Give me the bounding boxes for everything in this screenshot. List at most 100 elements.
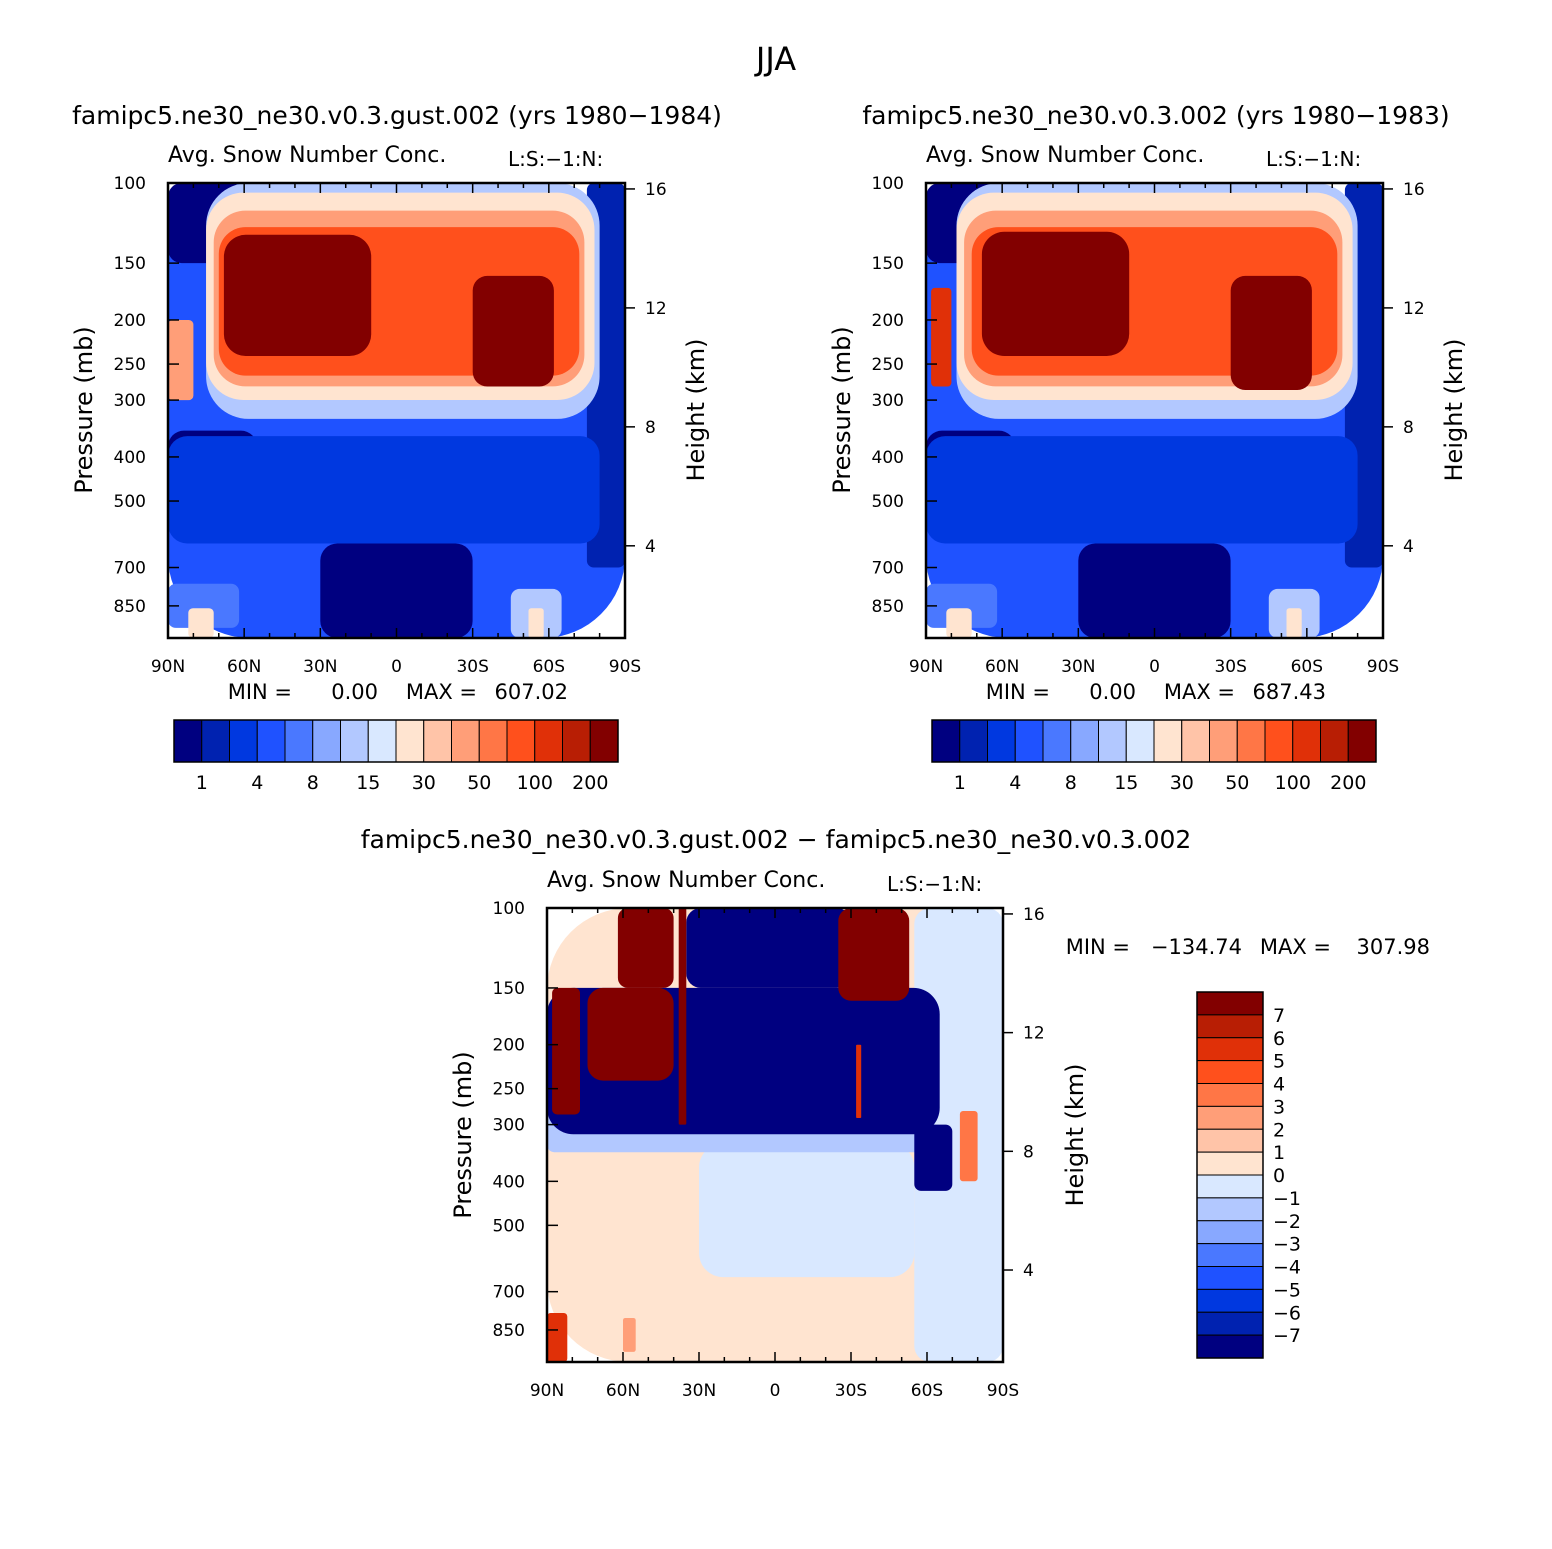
y-tick-label: 200	[872, 311, 904, 331]
colorbar-label: 0	[1273, 1165, 1285, 1187]
colorbar-box	[201, 719, 230, 763]
y-tick-label: 500	[872, 492, 904, 512]
panel-diff-ylabel: Pressure (mb)	[449, 1051, 477, 1218]
x-tick-label: 60N	[227, 657, 261, 677]
panel-right-colorbar: 1 4 8 15 30 50 100 200	[931, 719, 1377, 794]
y2-tick-label: 4	[1403, 537, 1414, 557]
colorbar-box	[1196, 991, 1264, 1016]
contour-region	[699, 1143, 915, 1278]
colorbar-box	[1098, 719, 1127, 763]
colorbar-box	[506, 719, 536, 763]
colorbar-box	[1264, 719, 1294, 763]
colorbar-box	[284, 719, 314, 763]
y-tick-label: 100	[872, 174, 904, 194]
panel-left-colorbar: 1 4 8 15 30 50 100 200	[173, 719, 619, 794]
x-tick-label: 60N	[606, 1381, 640, 1401]
colorbar-box	[1153, 719, 1183, 763]
colorbar-label: −1	[1273, 1188, 1301, 1210]
contour-region	[856, 1044, 862, 1118]
y-tick-label: 500	[493, 1216, 525, 1236]
x-tick-label: 30S	[835, 1381, 867, 1401]
x-tick-label: 30N	[1061, 657, 1095, 677]
colorbar-box	[1347, 719, 1377, 763]
contour-region	[838, 908, 910, 1001]
colorbar-label: 7	[1273, 1005, 1285, 1027]
panel-left-min-value: 0.00	[331, 680, 378, 704]
contour-region	[547, 1313, 568, 1362]
contour-region	[926, 583, 998, 628]
panel-diff-right-string: L:S:−1:N:	[887, 872, 982, 896]
panel-left-max-label: MAX =	[406, 680, 477, 704]
colorbar-frame	[1196, 991, 1264, 1359]
contour-region	[1230, 275, 1312, 390]
colorbar-label: 50	[1225, 772, 1249, 794]
contour-region	[678, 908, 687, 1125]
colorbar-box	[1196, 1266, 1264, 1290]
x-tick-label: 30S	[456, 657, 488, 677]
y2-tick-label: 8	[1023, 1142, 1034, 1162]
colorbar-label: 1	[196, 772, 208, 794]
colorbar-box	[1196, 1128, 1264, 1153]
y-tick-label: 400	[872, 448, 904, 468]
contour-region	[946, 608, 972, 638]
y-tick-label: 200	[114, 311, 146, 331]
colorbar-box	[256, 719, 286, 763]
contour-region	[931, 287, 952, 387]
colorbar-label: 4	[1273, 1074, 1285, 1096]
x-tick-label: 30N	[682, 1381, 716, 1401]
panel-right-min-value: 0.00	[1089, 680, 1136, 704]
panel-left-y2label: Height (km)	[682, 339, 710, 482]
y2-tick-label: 8	[1403, 418, 1414, 438]
colorbar-box	[451, 719, 480, 763]
colorbar-box	[1292, 719, 1321, 763]
y2-tick-label: 16	[1403, 180, 1425, 200]
colorbar-box	[589, 719, 619, 763]
colorbar-frame	[173, 719, 619, 763]
y-tick-label: 300	[872, 391, 904, 411]
colorbar-box	[1042, 719, 1072, 763]
panel-left-right-string: L:S:−1:N:	[508, 147, 603, 171]
x-tick-label: 0	[770, 1381, 781, 1401]
y-tick-label: 150	[114, 254, 146, 274]
contour-region	[1286, 608, 1302, 638]
colorbar-label: −5	[1273, 1279, 1301, 1301]
x-tick-label: 90S	[987, 1381, 1019, 1401]
y-tick-label: 850	[114, 597, 146, 617]
colorbar-label: 3	[1273, 1096, 1285, 1118]
colorbar-box	[1196, 1220, 1264, 1245]
colorbar-box	[1209, 719, 1238, 763]
y-tick-label: 850	[872, 597, 904, 617]
colorbar-box	[340, 719, 369, 763]
colorbar-frame	[931, 719, 1377, 763]
y-tick-label: 850	[493, 1321, 525, 1341]
colorbar-label: 15	[356, 772, 380, 794]
colorbar-box	[1196, 1060, 1264, 1085]
y-tick-label: 700	[872, 559, 904, 579]
panel-diff-max-value: 307.98	[1357, 935, 1430, 959]
contour-region	[168, 583, 240, 628]
contour-region	[587, 987, 674, 1081]
panel-left-ylabel: Pressure (mb)	[70, 326, 98, 493]
x-tick-label: 90N	[530, 1381, 564, 1401]
contour-region	[168, 436, 600, 544]
colorbar-box	[1181, 719, 1210, 763]
panel-left-subtitle: Avg. Snow Number Conc.	[168, 143, 446, 168]
y2-tick-label: 8	[645, 418, 656, 438]
colorbar-box	[312, 719, 341, 763]
x-tick-label: 0	[391, 657, 402, 677]
colorbar-label: 30	[1170, 772, 1194, 794]
panel-right-max-value: 687.43	[1253, 680, 1326, 704]
y-tick-label: 150	[493, 979, 525, 999]
colorbar-box	[931, 719, 961, 763]
y-tick-label: 250	[114, 355, 146, 375]
contour-region	[239, 293, 321, 356]
colorbar-box	[1196, 1288, 1264, 1313]
figure-title: JJA	[754, 40, 796, 78]
colorbar-label: 50	[467, 772, 491, 794]
x-tick-label: 60S	[533, 657, 565, 677]
contour-region	[552, 987, 580, 1115]
colorbar-label: 15	[1114, 772, 1138, 794]
contour-region	[623, 1318, 636, 1352]
colorbar-box	[1196, 1151, 1264, 1176]
